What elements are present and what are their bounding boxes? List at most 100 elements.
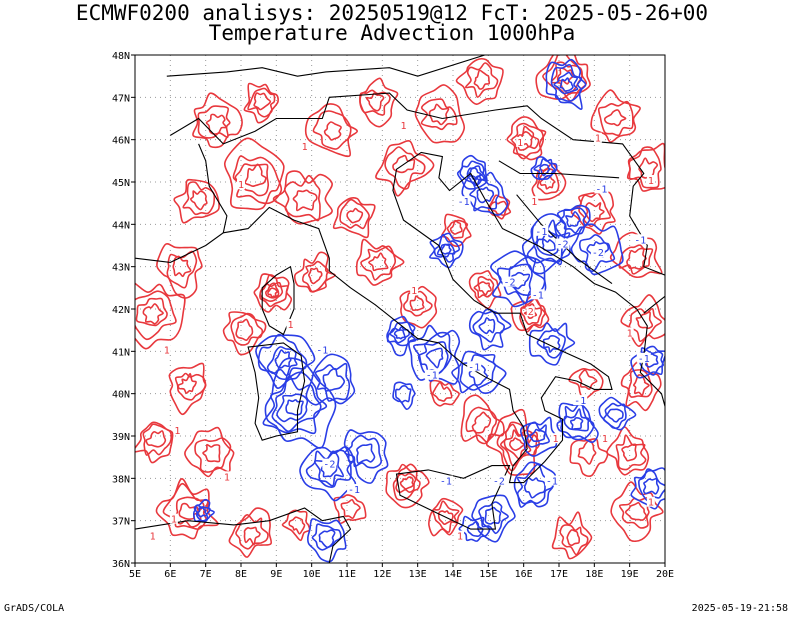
warm-contour	[441, 213, 472, 247]
contour-label-bg	[625, 327, 634, 338]
contour-label: 1	[627, 328, 633, 339]
cold-contour	[417, 341, 449, 374]
contour-label: 1	[602, 434, 608, 445]
lon-tick-label: 19E	[621, 569, 639, 580]
lon-tick-label: 18E	[585, 569, 603, 580]
cold-contour	[536, 328, 566, 359]
lat-tick-label: 43N	[112, 263, 130, 274]
warm-contour	[234, 163, 270, 197]
warm-contour	[414, 84, 466, 144]
cold-contour	[466, 521, 484, 537]
cold-contour	[193, 504, 211, 523]
warm-contour	[243, 526, 261, 546]
contour-label-bg	[594, 183, 609, 194]
warm-contour	[437, 510, 454, 526]
warm-contour	[578, 192, 612, 228]
warm-contour	[471, 411, 492, 434]
warm-contour	[359, 77, 399, 128]
contour-label-bg	[491, 475, 506, 486]
warm-contour	[228, 507, 273, 558]
warm-contour	[627, 369, 653, 398]
warm-contour	[244, 163, 267, 188]
contour-label: 1	[648, 498, 654, 509]
cold-contour	[408, 324, 461, 385]
warm-contour	[333, 494, 367, 525]
contour-label-bg	[551, 433, 560, 444]
corsica-coastline	[261, 265, 295, 336]
cold-contour	[314, 362, 351, 402]
lat-tick-label: 42N	[112, 305, 130, 316]
warm-contour	[620, 358, 662, 412]
warm-contour	[267, 287, 278, 299]
cold-contour	[478, 317, 496, 335]
cold-contour	[386, 321, 415, 347]
warm-contour	[302, 260, 329, 293]
cold-contour	[569, 417, 584, 430]
warm-contour	[178, 502, 199, 521]
contour-label: 1	[648, 176, 654, 187]
cold-contour	[523, 477, 546, 499]
warm-contour	[142, 303, 164, 325]
mainland-coastline	[135, 151, 665, 484]
warm-contour	[135, 297, 168, 327]
contour-label: 1	[302, 142, 308, 153]
warm-contour	[618, 496, 650, 529]
warm-contour	[202, 443, 221, 463]
contour-label-bg	[148, 530, 157, 541]
warm-contour	[620, 294, 665, 347]
warm-contour	[355, 238, 405, 286]
cold-contour	[521, 213, 571, 275]
cold-contour	[451, 350, 507, 394]
warm-contour	[194, 437, 232, 473]
contour-label: 1	[595, 134, 601, 145]
chart-title: ECMWF0200 analisys: 20250519@12 FcT: 202…	[75, 1, 709, 25]
cold-contour	[466, 165, 484, 187]
warm-contour	[173, 496, 205, 528]
warm-contour	[628, 307, 662, 343]
cold-contour	[478, 501, 509, 535]
contour-label-bg	[173, 424, 182, 435]
cold-contour	[311, 523, 342, 551]
contour-label-bg	[516, 136, 525, 147]
cold-contour	[578, 234, 616, 272]
contour-label: -2	[504, 278, 516, 289]
lat-tick-label: 41N	[112, 347, 130, 358]
contour-label-bg	[633, 234, 648, 245]
warm-contour	[346, 207, 364, 224]
warm-contour	[428, 103, 450, 126]
cold-contour	[642, 477, 660, 495]
cold-contour	[343, 429, 389, 484]
cold-contour	[461, 171, 509, 216]
border	[643, 295, 665, 314]
cold-contour	[305, 449, 352, 488]
contour-label-bg	[399, 119, 408, 130]
warm-contour	[399, 476, 415, 490]
cold-contour	[570, 223, 624, 276]
cold-contour	[558, 402, 599, 444]
contour-label-bg	[530, 289, 545, 300]
warm-contour	[632, 374, 650, 396]
border	[166, 55, 485, 77]
contour-label-bg	[573, 395, 588, 406]
cold-contour	[322, 367, 346, 392]
cold-contour	[197, 506, 208, 518]
contour-label: -1	[440, 477, 452, 488]
cold-contour	[602, 402, 627, 429]
lon-tick-label: 12E	[373, 569, 391, 580]
contour-label-bg	[286, 318, 295, 329]
warm-contour	[449, 219, 463, 235]
warm-contour	[473, 69, 491, 90]
warm-contour	[365, 92, 385, 112]
warm-contour	[542, 55, 588, 102]
contour-label-bg	[646, 496, 655, 507]
lat-tick-label: 48N	[112, 51, 130, 62]
contour-label: 1	[174, 426, 180, 437]
cold-contour	[394, 385, 412, 403]
cold-contour	[541, 238, 556, 252]
warm-contour	[500, 423, 534, 467]
software-credit: GrADS/COLA	[4, 603, 65, 614]
contour-label: -1	[634, 235, 646, 246]
warm-contour	[177, 372, 197, 395]
contour-labels: 1 -1 -2 -1 -1 -2 -1 1 -1 -1 -1 -1 -2 -1 -2 -1 -1 -2 -1 -1 2 1…	[148, 119, 655, 543]
cold-contour	[598, 396, 637, 431]
